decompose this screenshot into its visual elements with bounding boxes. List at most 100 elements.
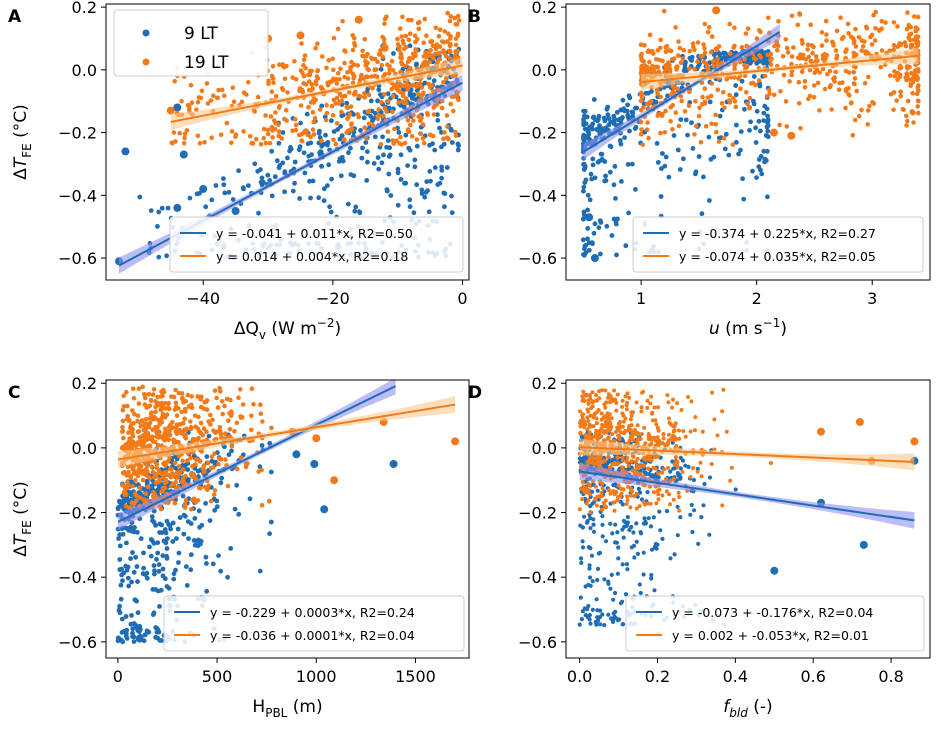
data-point — [676, 123, 682, 129]
data-point — [588, 171, 594, 177]
data-point — [164, 253, 170, 259]
data-point — [709, 34, 715, 39]
data-point — [634, 506, 639, 511]
data-point — [409, 83, 415, 89]
data-point — [690, 41, 696, 46]
data-point — [629, 524, 634, 530]
data-point — [378, 66, 384, 72]
data-point — [676, 39, 681, 44]
data-point — [153, 474, 159, 480]
data-point — [623, 592, 629, 597]
data-point — [293, 117, 298, 122]
data-point — [152, 568, 157, 574]
data-point — [649, 547, 655, 552]
data-point — [662, 130, 668, 135]
data-point — [613, 196, 618, 201]
data-point — [661, 8, 667, 14]
data-point — [249, 427, 254, 433]
data-point — [648, 501, 653, 506]
data-point — [266, 498, 272, 504]
data-point — [602, 423, 607, 428]
x-tick-label: 1000 — [296, 667, 337, 686]
data-point — [296, 31, 305, 40]
data-point — [865, 108, 871, 113]
data-point — [255, 94, 261, 100]
data-point — [650, 418, 655, 423]
data-point — [706, 134, 712, 140]
data-point — [833, 69, 838, 75]
data-point — [753, 125, 758, 131]
data-point — [611, 597, 616, 602]
data-point — [661, 432, 666, 437]
data-point — [188, 424, 194, 430]
data-point — [672, 428, 677, 433]
data-point — [722, 146, 728, 152]
data-point — [117, 557, 123, 562]
data-point — [199, 185, 208, 193]
data-point — [351, 62, 357, 67]
data-point — [638, 464, 643, 469]
data-point — [811, 83, 817, 88]
data-point — [629, 161, 635, 167]
data-point — [232, 506, 238, 512]
data-point — [326, 162, 332, 168]
data-point — [744, 64, 750, 70]
data-point — [781, 72, 787, 78]
x-tick-label: 2 — [752, 289, 762, 308]
data-point — [149, 464, 154, 470]
data-point — [898, 93, 904, 99]
data-point — [580, 525, 586, 530]
data-point — [692, 428, 697, 433]
data-point — [856, 35, 862, 40]
data-point — [134, 564, 140, 569]
x-axis-label-sup: −1 — [763, 316, 781, 330]
data-point — [741, 196, 747, 202]
data-point — [624, 407, 629, 412]
data-point — [441, 79, 446, 85]
data-point — [891, 20, 897, 25]
data-point — [225, 574, 231, 580]
data-point — [306, 153, 312, 159]
data-point — [162, 485, 168, 491]
data-point — [143, 395, 148, 401]
data-point — [261, 135, 267, 141]
data-point — [625, 391, 630, 396]
data-point — [347, 90, 352, 95]
x-tick-label: 500 — [202, 667, 233, 686]
data-point — [180, 396, 185, 402]
data-point — [404, 101, 409, 106]
data-point — [756, 78, 762, 83]
data-point — [671, 437, 676, 442]
data-point — [586, 398, 591, 403]
data-point — [188, 567, 194, 573]
data-point — [171, 130, 177, 135]
data-point — [668, 104, 673, 110]
data-point — [691, 466, 695, 471]
data-point — [191, 496, 197, 502]
data-point — [726, 152, 732, 158]
data-point — [407, 197, 413, 203]
data-point — [583, 177, 589, 183]
data-point — [319, 138, 324, 144]
data-point — [670, 84, 676, 89]
fit-line-blue — [582, 31, 781, 153]
data-point — [894, 98, 899, 103]
data-point — [411, 92, 417, 98]
data-point — [308, 195, 313, 201]
data-point — [141, 565, 147, 571]
data-point — [410, 55, 416, 61]
data-point — [165, 405, 171, 410]
data-point — [591, 529, 597, 534]
data-point — [277, 104, 282, 109]
x-axis-label-sup: −2 — [317, 316, 335, 330]
data-point — [455, 147, 461, 153]
data-point — [302, 170, 308, 176]
data-point — [290, 188, 296, 194]
data-point — [597, 389, 602, 394]
data-point — [649, 473, 654, 479]
data-point — [898, 89, 903, 94]
data-point — [140, 477, 146, 483]
data-point — [379, 160, 385, 166]
data-point — [594, 597, 599, 602]
data-point — [667, 492, 672, 497]
